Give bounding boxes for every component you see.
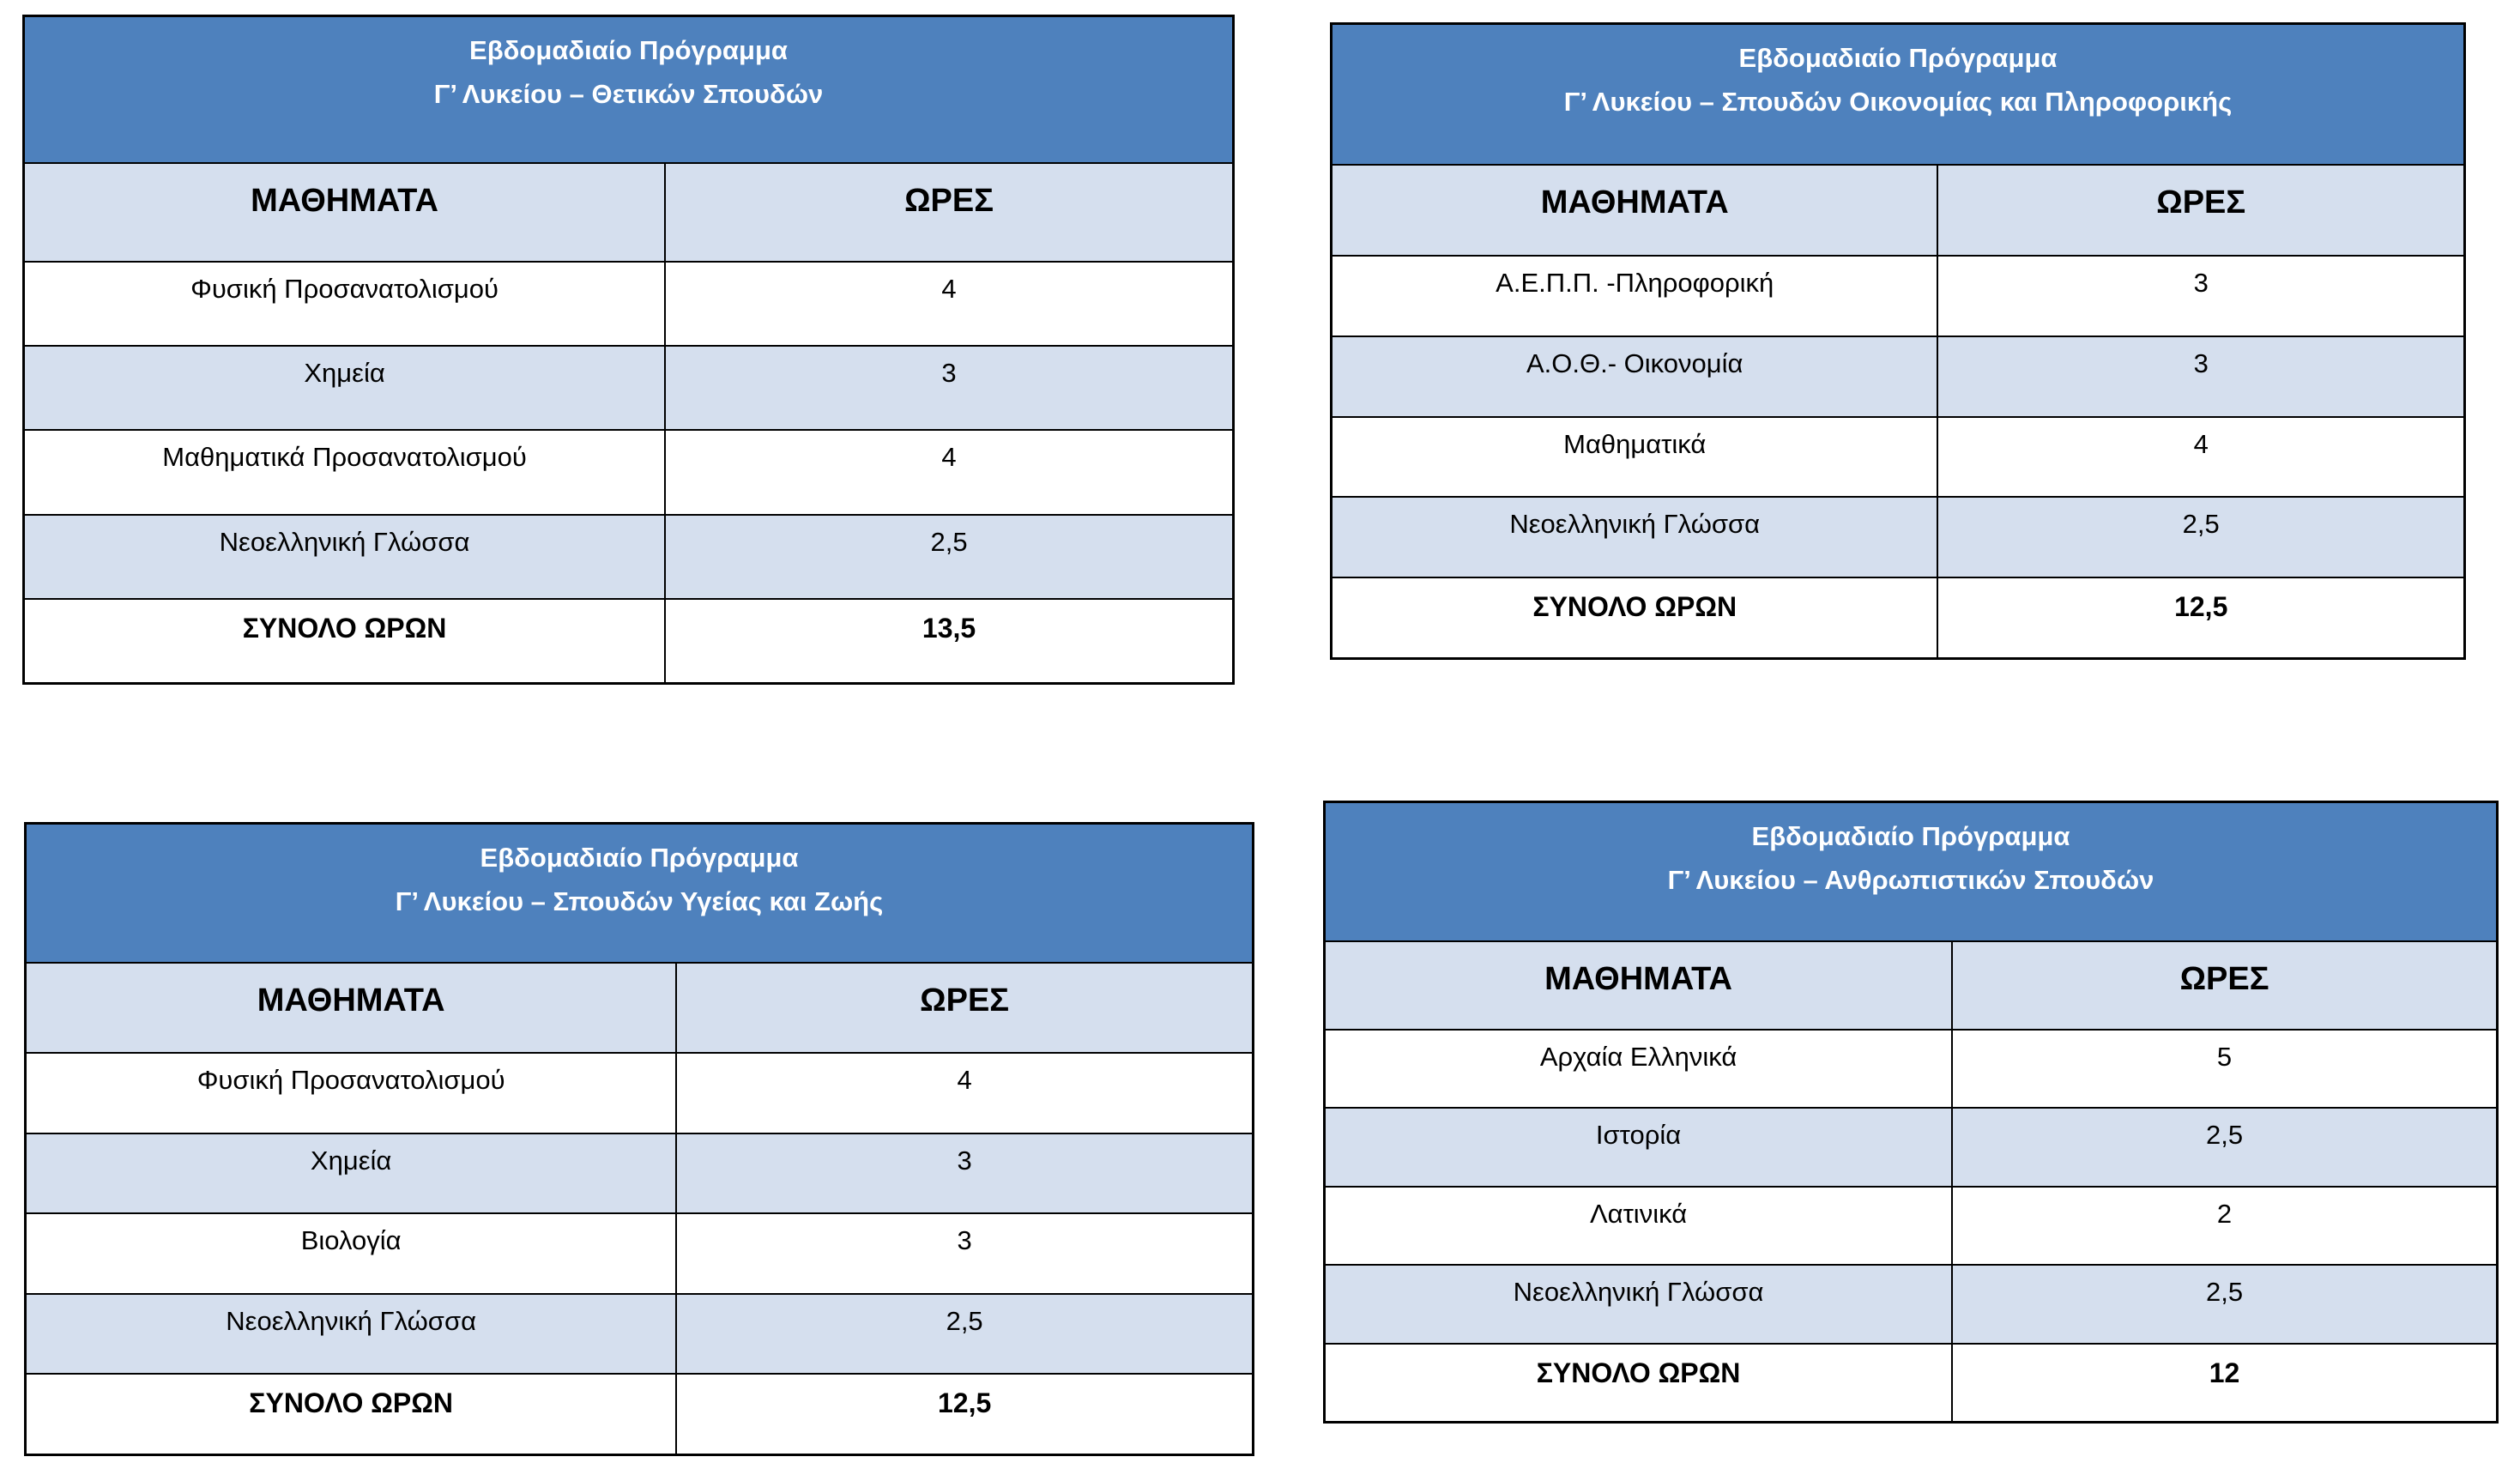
table-row: Μαθηματικά 4 — [1333, 417, 2463, 499]
column-header-row: ΜΑΘΗΜΑΤΑ ΩΡΕΣ — [1326, 942, 2496, 1031]
column-header-hours: ΩΡΕΣ — [2179, 961, 2269, 997]
subject-cell: Ιστορία — [1326, 1109, 1954, 1186]
subject-cell: Βιολογία — [27, 1214, 678, 1293]
table-row: Α.Ε.Π.Π. -Πληροφορική 3 — [1333, 257, 2463, 337]
total-row: ΣΥΝΟΛΟ ΩΡΩΝ 12,5 — [27, 1375, 1252, 1454]
subject-cell: Μαθηματικά Προσανατολισμού — [25, 431, 667, 514]
table-row: Φυσική Προσανατολισμού 4 — [25, 263, 1232, 348]
hours-cell: 2,5 — [2205, 1120, 2244, 1151]
hours-cell: 3 — [2193, 348, 2209, 378]
subject-cell: Λατινικά — [1326, 1187, 1954, 1265]
table-title-line1: Εβδομαδιαίο Πρόγραμμα — [469, 35, 788, 65]
subject-cell: Νεοελληνική Γλώσσα — [25, 515, 667, 598]
hours-cell: 4 — [2193, 428, 2209, 459]
hours-cell: 5 — [2216, 1042, 2233, 1072]
column-header-hours: ΩΡΕΣ — [2156, 184, 2246, 221]
table-row: Νεοελληνική Γλώσσα 2,5 — [25, 515, 1232, 600]
table-row: Βιολογία 3 — [27, 1214, 1252, 1295]
table-row: Αρχαία Ελληνικά 5 — [1326, 1031, 2496, 1109]
column-header-row: ΜΑΘΗΜΑΤΑ ΩΡΕΣ — [27, 964, 1252, 1054]
subject-cell: Α.Ο.Θ.- Οικονομία — [1333, 336, 1939, 416]
hours-cell: 3 — [941, 358, 957, 389]
total-row: ΣΥΝΟΛΟ ΩΡΩΝ 13,5 — [25, 599, 1232, 683]
total-label-cell: ΣΥΝΟΛΟ ΩΡΩΝ — [25, 599, 667, 683]
table-row: Νεοελληνική Γλώσσα 2,5 — [1333, 498, 2463, 579]
program-table-science: Εβδομαδιαίο Πρόγραμμα Γ’ Λυκείου – Θετικ… — [22, 15, 1235, 685]
table-row: Νεοελληνική Γλώσσα 2,5 — [27, 1294, 1252, 1375]
subject-cell: Μαθηματικά — [1333, 417, 1939, 497]
table-title-line1: Εβδομαδιαίο Πρόγραμμα — [1738, 43, 2058, 73]
program-table-humanities: Εβδομαδιαίο Πρόγραμμα Γ’ Λυκείου – Ανθρω… — [1323, 801, 2499, 1424]
hours-cell: 2,5 — [2205, 1277, 2244, 1308]
table-title-band: Εβδομαδιαίο Πρόγραμμα Γ’ Λυκείου – Σπουδ… — [27, 825, 1252, 964]
table-title-line2: Γ’ Λυκείου – Σπουδών Οικονομίας και Πληρ… — [1563, 87, 2233, 117]
subject-cell: Χημεία — [25, 347, 667, 430]
hours-cell: 4 — [941, 274, 957, 304]
table-title-band: Εβδομαδιαίο Πρόγραμμα Γ’ Λυκείου – Σπουδ… — [1333, 25, 2463, 166]
column-header-hours: ΩΡΕΣ — [920, 982, 1010, 1019]
table-title-line1: Εβδομαδιαίο Πρόγραμμα — [480, 843, 799, 873]
column-header-row: ΜΑΘΗΜΑΤΑ ΩΡΕΣ — [1333, 166, 2463, 257]
column-header-subjects: ΜΑΘΗΜΑΤΑ — [25, 164, 667, 261]
hours-cell: 2,5 — [946, 1305, 983, 1336]
total-hours-cell: 13,5 — [922, 612, 976, 644]
subject-cell: Φυσική Προσανατολισμού — [25, 263, 667, 346]
column-header-row: ΜΑΘΗΜΑΤΑ ΩΡΕΣ — [25, 164, 1232, 263]
total-hours-cell: 12,5 — [937, 1387, 992, 1419]
table-title-band: Εβδομαδιαίο Πρόγραμμα Γ’ Λυκείου – Θετικ… — [25, 17, 1232, 164]
hours-cell: 3 — [957, 1145, 972, 1176]
table-row: Λατινικά 2 — [1326, 1187, 2496, 1266]
column-header-subjects: ΜΑΘΗΜΑΤΑ — [1333, 166, 1939, 255]
table-title-line2: Γ’ Λυκείου – Σπουδών Υγείας και Ζωής — [395, 886, 884, 916]
table-row: Μαθηματικά Προσανατολισμού 4 — [25, 431, 1232, 516]
program-table-health-life: Εβδομαδιαίο Πρόγραμμα Γ’ Λυκείου – Σπουδ… — [24, 822, 1254, 1456]
total-label-cell: ΣΥΝΟΛΟ ΩΡΩΝ — [27, 1375, 678, 1454]
hours-cell: 4 — [957, 1065, 972, 1095]
total-hours-cell: 12,5 — [2174, 591, 2228, 623]
table-row: Χημεία 3 — [25, 347, 1232, 432]
table-row: Χημεία 3 — [27, 1133, 1252, 1215]
table-title-band: Εβδομαδιαίο Πρόγραμμα Γ’ Λυκείου – Ανθρω… — [1326, 803, 2496, 942]
subject-cell: Α.Ε.Π.Π. -Πληροφορική — [1333, 257, 1939, 335]
hours-cell: 4 — [941, 442, 957, 473]
subject-cell: Νεοελληνική Γλώσσα — [1326, 1266, 1954, 1343]
hours-cell: 2 — [2216, 1198, 2233, 1229]
hours-cell: 2,5 — [2182, 509, 2220, 540]
subject-cell: Φυσική Προσανατολισμού — [27, 1054, 678, 1133]
total-label-cell: ΣΥΝΟΛΟ ΩΡΩΝ — [1326, 1344, 1954, 1422]
subject-cell: Νεοελληνική Γλώσσα — [1333, 498, 1939, 577]
subject-cell: Αρχαία Ελληνικά — [1326, 1031, 1954, 1108]
table-row: Φυσική Προσανατολισμού 4 — [27, 1054, 1252, 1134]
subject-cell: Νεοελληνική Γλώσσα — [27, 1294, 678, 1374]
table-row: Α.Ο.Θ.- Οικονομία 3 — [1333, 336, 2463, 418]
subject-cell: Χημεία — [27, 1133, 678, 1213]
total-row: ΣΥΝΟΛΟ ΩΡΩΝ 12,5 — [1333, 578, 2463, 657]
column-header-subjects: ΜΑΘΗΜΑΤΑ — [1326, 942, 1954, 1029]
hours-cell: 3 — [957, 1225, 972, 1256]
table-title-line2: Γ’ Λυκείου – Ανθρωπιστικών Σπουδών — [1667, 865, 2154, 895]
hours-cell: 3 — [2193, 268, 2209, 298]
table-title-line2: Γ’ Λυκείου – Θετικών Σπουδών — [433, 79, 824, 109]
table-row: Νεοελληνική Γλώσσα 2,5 — [1326, 1266, 2496, 1345]
total-hours-cell: 12 — [2209, 1357, 2240, 1388]
table-row: Ιστορία 2,5 — [1326, 1109, 2496, 1188]
column-header-hours: ΩΡΕΣ — [904, 183, 994, 219]
program-table-economics-informatics: Εβδομαδιαίο Πρόγραμμα Γ’ Λυκείου – Σπουδ… — [1330, 22, 2466, 660]
total-label-cell: ΣΥΝΟΛΟ ΩΡΩΝ — [1333, 578, 1939, 657]
column-header-subjects: ΜΑΘΗΜΑΤΑ — [27, 964, 678, 1052]
table-title-line1: Εβδομαδιαίο Πρόγραμμα — [1751, 821, 2070, 851]
hours-cell: 2,5 — [930, 526, 968, 557]
total-row: ΣΥΝΟΛΟ ΩΡΩΝ 12 — [1326, 1344, 2496, 1422]
